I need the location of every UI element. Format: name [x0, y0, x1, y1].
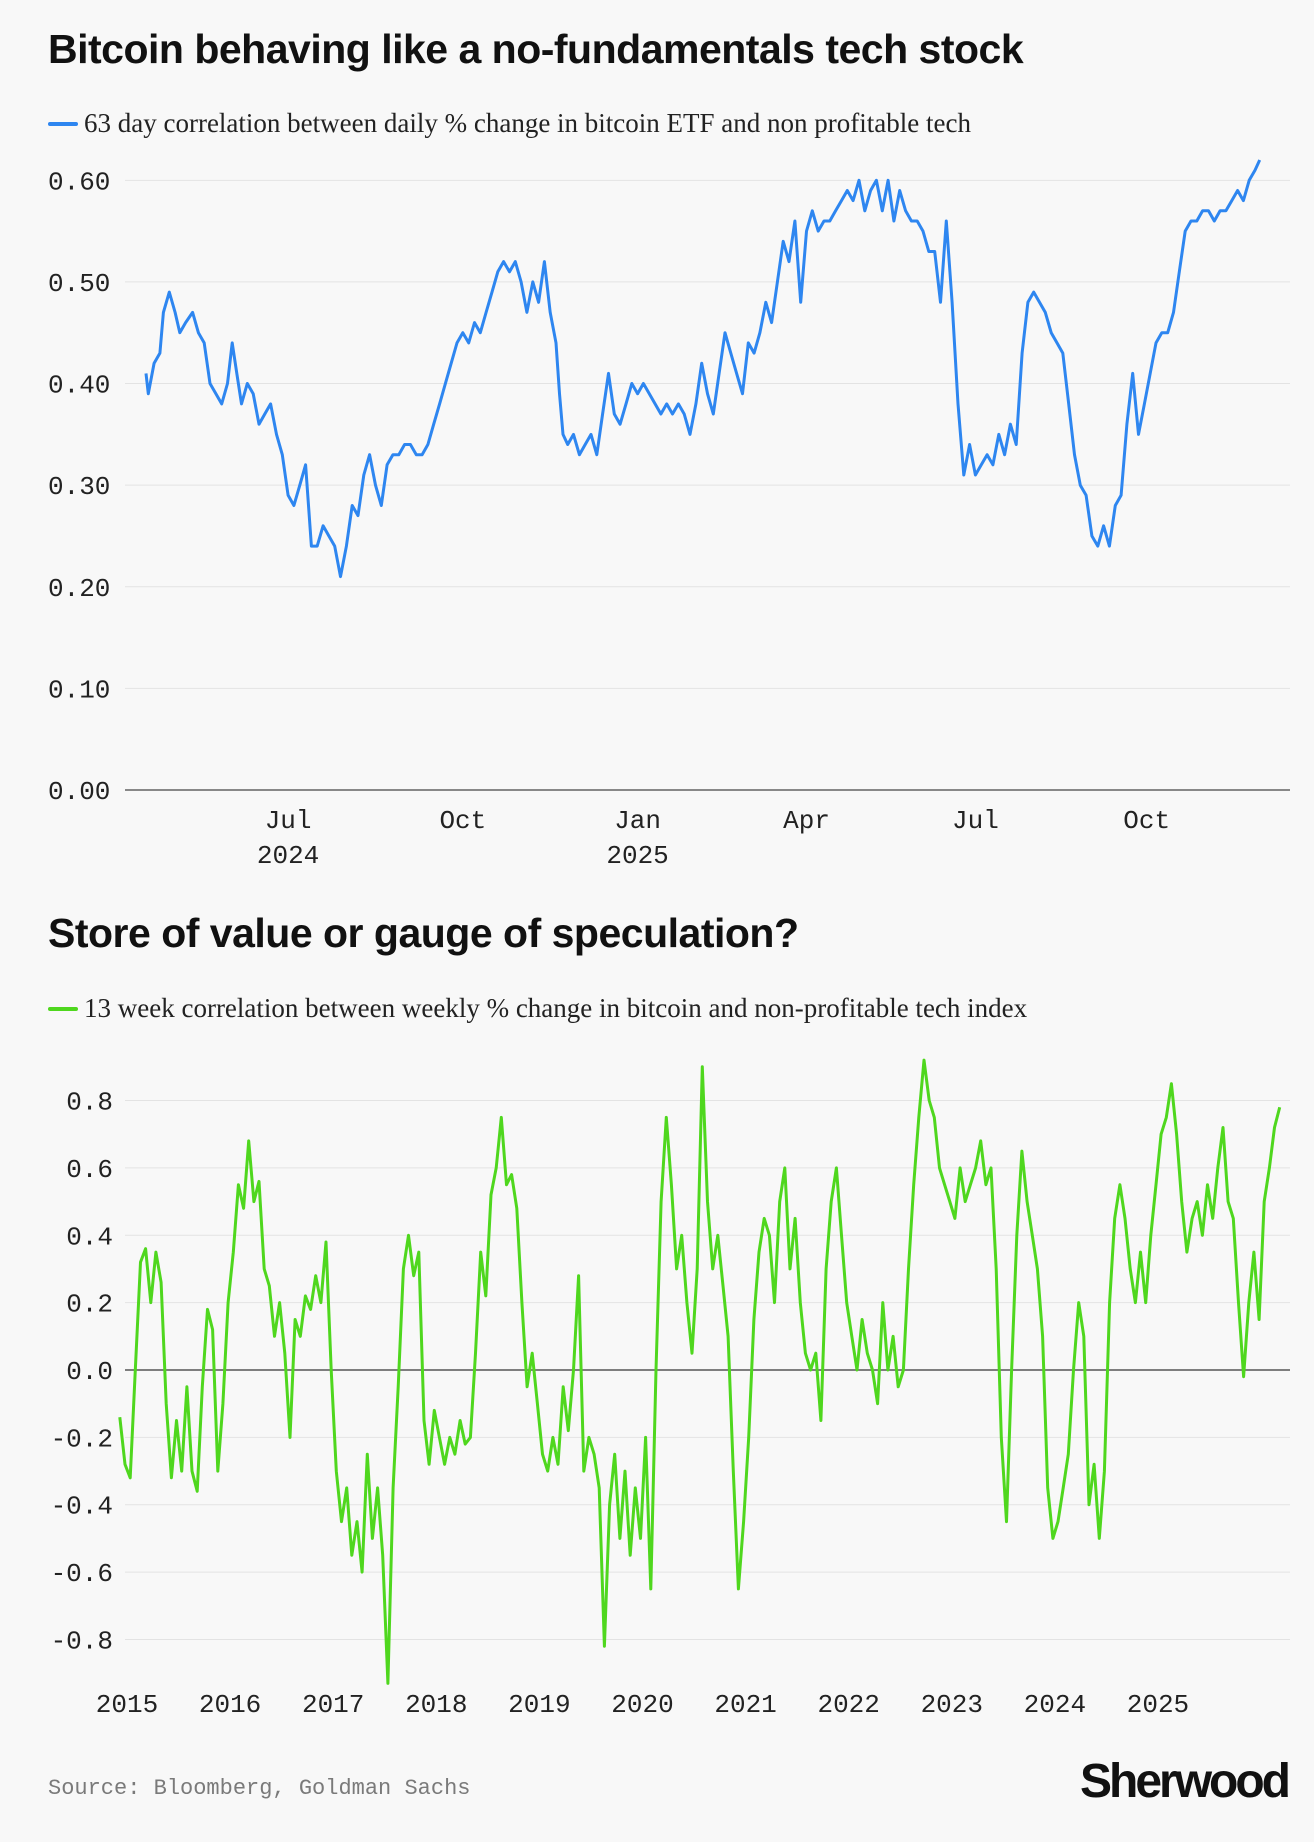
chart-2-ytick-label: 0.2 — [66, 1290, 113, 1320]
chart-1-xtick-label: Oct — [1123, 806, 1170, 836]
chart-2-xtick-label: 2022 — [817, 1690, 879, 1720]
chart-2-xtick-label: 2021 — [714, 1690, 776, 1720]
chart-2-ytick-label: -0.2 — [51, 1424, 113, 1454]
chart-1-xtick-label: Jul — [265, 806, 312, 836]
chart-1-series-line — [144, 159, 1262, 579]
chart-2-xtick-label: 2016 — [199, 1690, 261, 1720]
chart-2-xtick-label: 2017 — [302, 1690, 364, 1720]
chart-1-svg: 0.00 0.10 0.20 0.30 0.40 0.50 0.60 Jul 2024 Oct Ja… — [48, 159, 1290, 871]
chart-1-xtick-sublabel: 2024 — [257, 841, 319, 871]
chart-1-ytick-label: 0.60 — [48, 167, 110, 197]
chart-2-title: Store of value or gauge of speculation? — [48, 910, 799, 956]
chart-1-ytick-label: 0.10 — [48, 675, 110, 705]
chart-1-xtick-label: Oct — [439, 806, 486, 836]
chart-2-legend-swatch — [48, 1006, 78, 1011]
chart-1-ytick-label: 0.30 — [48, 472, 110, 502]
chart-1-ytick-label: 0.20 — [48, 574, 110, 604]
chart-2-legend-label: 13 week correlation between weekly % cha… — [84, 993, 1028, 1023]
chart-1-legend: 63 day correlation between daily % chang… — [48, 108, 971, 139]
chart-2-legend: 13 week correlation between weekly % cha… — [48, 993, 1027, 1024]
chart-2-ytick-label: -0.4 — [51, 1492, 113, 1522]
chart-2-xtick-label: 2019 — [508, 1690, 570, 1720]
chart-1-ytick-label: 0.40 — [48, 371, 110, 401]
chart-1-xtick-label: Apr — [783, 806, 830, 836]
chart-2-xtick-label: 2023 — [921, 1690, 983, 1720]
chart-2-ytick-label: 0.6 — [66, 1155, 113, 1185]
chart-1-legend-swatch — [48, 121, 78, 126]
brand-logo: Sherwood — [1079, 1755, 1291, 1808]
chart-2-xtick-label: 2024 — [1024, 1690, 1086, 1720]
chart-1-xtick-sublabel: 2025 — [606, 841, 668, 871]
chart-2-ytick-label: 0.4 — [66, 1222, 113, 1252]
chart-1-legend-label: 63 day correlation between daily % chang… — [84, 108, 971, 138]
chart-1-xtick-label: Jul — [952, 806, 999, 836]
chart-2-ytick-label: 0.8 — [66, 1088, 113, 1118]
chart-1-title: Bitcoin behaving like a no-fundamentals … — [48, 26, 1024, 72]
chart-2-xtick-label: 2020 — [611, 1690, 673, 1720]
chart-2-xtick-label: 2018 — [405, 1690, 467, 1720]
chart-2-ytick-label: -0.8 — [51, 1626, 113, 1656]
chart-1-xtick-label: Jan — [614, 806, 661, 836]
chart-2-series-line — [118, 1058, 1282, 1685]
chart-2-ytick-label: 0.0 — [66, 1357, 113, 1387]
chart-2-xtick-label: 2025 — [1127, 1690, 1189, 1720]
chart-1-ytick-label: 0.50 — [48, 269, 110, 299]
chart-2-xtick-label: 2015 — [96, 1690, 158, 1720]
chart-1-ytick-label: 0.00 — [48, 777, 110, 807]
source-note: Source: Bloomberg, Goldman Sachs — [48, 1776, 471, 1801]
chart-2-ytick-label: -0.6 — [51, 1559, 113, 1589]
